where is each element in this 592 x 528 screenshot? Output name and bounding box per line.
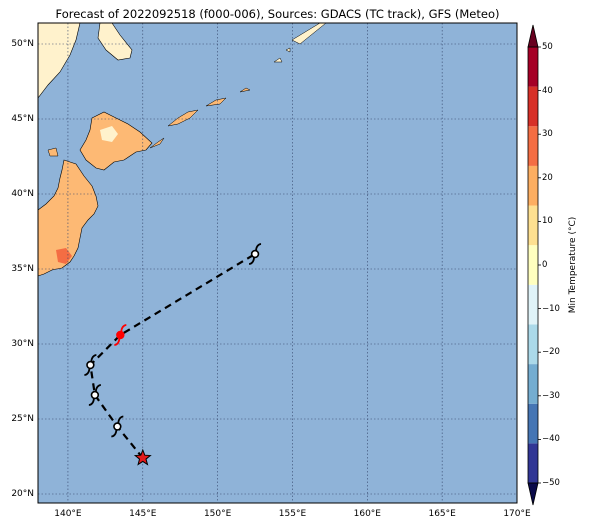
lon-tick-label: 160°E: [353, 509, 381, 519]
colorbar-segment: [528, 364, 538, 404]
lat-tick-label: 35°N: [11, 264, 34, 274]
lat-tick-label: 45°N: [11, 114, 34, 124]
colorbar-tick-label: 20: [542, 172, 553, 183]
colorbar-segment: [528, 324, 538, 365]
land-kuril-5: [273, 57, 283, 63]
colorbar-segment: [528, 86, 538, 127]
colorbar-segment: [528, 284, 538, 325]
typhoon-icon: [114, 324, 127, 346]
lon-tick-label: 155°E: [278, 509, 307, 519]
land-kuril-1: [149, 137, 165, 149]
map-title: Forecast of 2022092518 (f000-006), Sourc…: [55, 7, 500, 21]
lat-tick-label: 20°N: [11, 489, 34, 499]
colorbar-segment: [528, 245, 538, 285]
land-kuril-4: [239, 87, 251, 93]
land-hokkaido-cool: [100, 126, 118, 142]
map-frame: [37, 22, 518, 504]
lat-tick-label: 30°N: [11, 339, 34, 349]
colorbar-segment: [528, 403, 538, 444]
typhoon-icon: [248, 243, 262, 265]
typhoon-icon: [84, 354, 97, 376]
ocean: [38, 23, 517, 503]
typhoon-icon: [111, 415, 124, 438]
lon-tick-label: 170°E: [503, 509, 531, 519]
colorbar-tick-label: −50: [542, 478, 560, 488]
land-sado: [47, 147, 59, 157]
storm-track: [84, 243, 262, 466]
colorbar-tick-label: 0: [542, 260, 548, 270]
land-honshu: [37, 159, 99, 277]
lat-tick-label: 40°N: [11, 189, 34, 199]
land-sakhalin-east: [97, 22, 133, 61]
land-sakhalin: [37, 22, 81, 99]
colorbar-segment: [528, 47, 538, 87]
lat-tick-label: 25°N: [11, 414, 34, 424]
lon-tick-label: 150°E: [203, 509, 232, 519]
colorbar-tick-label: −10: [542, 303, 560, 314]
colorbar-tick-label: −30: [542, 390, 560, 401]
lon-tick-label: 165°E: [428, 509, 456, 519]
colorbar-segment: [528, 126, 538, 166]
lon-tick-label: 145°E: [129, 509, 157, 519]
land-kuril-3: [205, 97, 227, 107]
colorbar: [527, 24, 541, 506]
typhoon-icon: [88, 384, 101, 406]
colorbar-tick-label: 10: [542, 216, 553, 227]
colorbar-segment: [528, 205, 538, 246]
lon-tick-label: 140°E: [54, 509, 82, 519]
land-kuril-2: [167, 109, 199, 127]
colorbar-tick-label: 50: [542, 42, 553, 52]
lat-tick-label: 50°N: [11, 39, 34, 49]
colorbar-extend-top: [527, 24, 539, 48]
colorbar-segment: [528, 165, 538, 206]
colorbar-segment: [528, 443, 538, 483]
colorbar-extend-bottom: [527, 482, 539, 506]
colorbar-label: Min Temperature (°C): [568, 216, 578, 314]
land-hokkaido: [79, 111, 153, 171]
land-kuril-7: [285, 47, 291, 53]
colorbar-tick-label: 40: [542, 85, 553, 96]
storm-start-star-icon: [133, 448, 152, 466]
colorbar-tick-label: 30: [542, 129, 553, 140]
colorbar-tick-label: −20: [542, 347, 560, 358]
colorbar-tick-label: −40: [542, 434, 560, 445]
